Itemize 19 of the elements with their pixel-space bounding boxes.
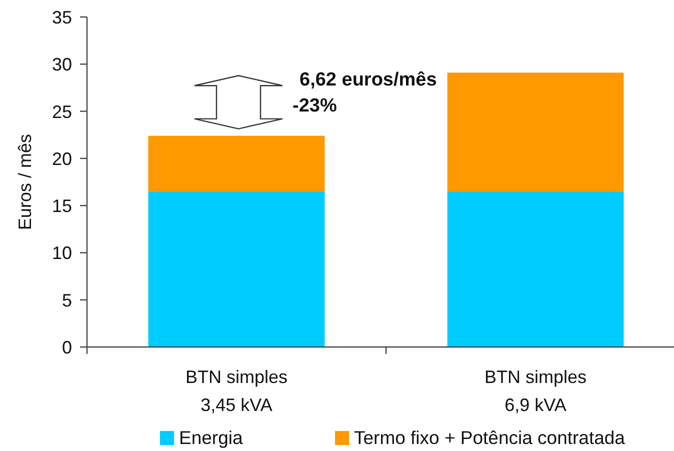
annotation: -23% bbox=[292, 96, 337, 117]
bar bbox=[148, 191, 325, 347]
y-tick-label: 25 bbox=[52, 102, 72, 122]
y-tick-label: 20 bbox=[52, 148, 72, 169]
x-tick-label: BTN simples 3,45 kVA bbox=[185, 367, 288, 415]
y-tick-label: 5 bbox=[62, 290, 72, 310]
annotation: 6,62 euros/mês bbox=[300, 70, 437, 91]
bar bbox=[148, 136, 325, 192]
bar bbox=[447, 191, 624, 347]
y-axis-title: Euros / mês bbox=[15, 134, 35, 230]
y-tick-label: 0 bbox=[62, 337, 72, 358]
y-tick-label: 15 bbox=[52, 196, 72, 216]
legend-label: Termo fixo + Potência contratada bbox=[354, 427, 626, 448]
bar bbox=[447, 72, 624, 192]
y-tick-label: 30 bbox=[52, 54, 72, 75]
x-tick-label: BTN simples 6,9 kVA bbox=[484, 367, 587, 415]
legend-label: Energia bbox=[179, 427, 244, 448]
y-tick-label: 10 bbox=[52, 243, 72, 264]
y-tick-label: 35 bbox=[52, 7, 72, 28]
